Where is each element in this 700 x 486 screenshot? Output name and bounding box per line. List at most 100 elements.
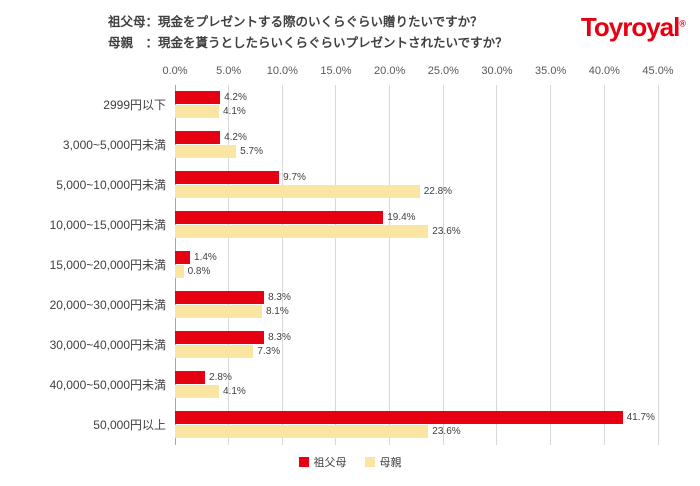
value-label: 1.4% xyxy=(194,252,217,263)
legend: 祖父母 母親 xyxy=(14,454,686,470)
bar-line: 0.8% xyxy=(175,265,658,278)
gridline xyxy=(442,84,444,445)
value-label: 8.3% xyxy=(268,332,291,343)
chart-title: 祖父母：現金をプレゼントする際のいくらぐらい贈りたいですか？ 母親 ：現金を貰う… xyxy=(14,12,508,55)
bar-group: 9.7% 22.8% xyxy=(175,165,658,205)
bar-line: 22.8% xyxy=(175,185,658,198)
gridline xyxy=(228,84,230,445)
bar-series-1 xyxy=(175,105,219,118)
legend-item: 祖父母 xyxy=(298,454,347,470)
value-label: 23.6% xyxy=(432,426,461,437)
value-label: 8.3% xyxy=(268,292,291,303)
category-label: 10,000~15,000円未満 xyxy=(49,218,166,232)
gridline xyxy=(550,84,552,445)
bar-line: 8.3% xyxy=(175,291,658,304)
bar-line: 4.2% xyxy=(175,131,658,144)
category-label: 50,000円以上 xyxy=(93,418,166,432)
gridline xyxy=(496,84,498,445)
bar-series-1 xyxy=(175,265,184,278)
gridline xyxy=(335,84,337,445)
value-label: 23.6% xyxy=(432,226,461,237)
value-label: 5.7% xyxy=(240,146,263,157)
value-label: 41.7% xyxy=(626,412,655,423)
bar-line: 8.1% xyxy=(175,305,658,318)
value-label: 22.8% xyxy=(423,186,453,197)
bar-series-0 xyxy=(175,211,384,224)
registered-trademark-icon: ® xyxy=(679,18,686,29)
bar-line: 23.6% xyxy=(175,225,658,238)
toyroyal-logo: Toyroyal® xyxy=(581,12,686,40)
x-axis-ticks: 0.0% 5.0% 10.0% 15.0% 20.0% 25.0% 30.0% 35.0% 40… xyxy=(162,64,673,81)
bar-series-1 xyxy=(175,225,429,238)
bar-group: 8.3% 7.3% xyxy=(175,325,658,365)
bar-series-0 xyxy=(175,371,206,384)
bar-group: 41.7% 23.6% xyxy=(175,405,658,445)
bar-line: 19.4% xyxy=(175,211,658,224)
bar-group: 19.4% 23.6% xyxy=(175,205,658,245)
plot-area: 4.2% 4.1% 4.2% 5.7% 9.7% 22.8% 19.4% 23.6% 1.4% 0… xyxy=(174,84,659,445)
bar-series-0 xyxy=(175,411,623,424)
bar-series-1 xyxy=(175,345,254,358)
chart-title-line2: 母親 ：現金を貰うとしたらいくらぐらいプレゼントされたいですか？ xyxy=(108,36,508,51)
value-label: 19.4% xyxy=(387,212,416,223)
gridline xyxy=(657,84,659,445)
y-axis-line xyxy=(174,84,176,445)
chart-title-line1: 祖父母：現金をプレゼントする際のいくらぐらい贈りたいですか？ xyxy=(108,15,483,29)
bar-line: 2.8% xyxy=(175,371,658,384)
bar-line: 9.7% xyxy=(175,171,658,184)
category-label: 15,000~20,000円未満 xyxy=(49,258,166,272)
bar-series-0 xyxy=(175,251,191,264)
legend-item: 母親 xyxy=(364,454,402,470)
legend-label: 祖父母 xyxy=(313,456,347,469)
gridlines xyxy=(174,84,659,445)
x-tick-label: 40.0% xyxy=(588,64,620,77)
x-tick-label: 15.0% xyxy=(320,64,352,77)
bar-line: 7.3% xyxy=(175,345,658,358)
category-label: 2999円以下 xyxy=(103,98,166,112)
x-axis-spacer xyxy=(14,65,175,81)
x-tick-label: 30.0% xyxy=(481,64,513,77)
x-tick-label: 0.0% xyxy=(162,64,188,77)
gridline xyxy=(603,84,605,445)
bar-rows: 4.2% 4.1% 4.2% 5.7% 9.7% 22.8% 19.4% 23.6% 1.4% 0… xyxy=(175,85,658,445)
bar-series-0 xyxy=(175,331,265,344)
category-label: 30,000~40,000円未満 xyxy=(49,338,166,352)
value-label: 4.2% xyxy=(224,92,247,103)
bar-series-0 xyxy=(175,171,280,184)
bar-series-1 xyxy=(175,145,237,158)
x-tick-label: 35.0% xyxy=(535,64,567,77)
value-label: 4.1% xyxy=(223,106,246,117)
value-label: 7.3% xyxy=(257,346,281,357)
value-label: 8.1% xyxy=(265,306,289,317)
bar-series-1 xyxy=(175,425,429,438)
value-label: 2.8% xyxy=(209,372,232,383)
value-label: 4.2% xyxy=(224,132,247,143)
value-label: 0.8% xyxy=(187,266,211,277)
bar-group: 2.8% 4.1% xyxy=(175,365,658,405)
bar-series-0 xyxy=(175,91,221,104)
bar-series-0 xyxy=(175,291,265,304)
bar-line: 41.7% xyxy=(175,411,658,424)
x-tick-label: 5.0% xyxy=(216,64,242,77)
category-label: 3,000~5,000円未満 xyxy=(62,138,166,152)
bar-line: 5.7% xyxy=(175,145,658,158)
chart-header: 祖父母：現金をプレゼントする際のいくらぐらい贈りたいですか？ 母親 ：現金を貰う… xyxy=(14,12,686,55)
bar-chart: 2999円以下 3,000~5,000円未満 5,000~10,000円未満 10,0… xyxy=(14,84,659,445)
legend-swatch xyxy=(298,456,309,467)
category-label: 20,000~30,000円未満 xyxy=(49,298,166,312)
bar-line: 4.1% xyxy=(175,385,658,398)
bar-series-1 xyxy=(175,385,219,398)
toyroyal-logo-text: Toyroyal xyxy=(580,12,680,42)
bar-line: 4.2% xyxy=(175,91,658,104)
category-label: 5,000~10,000円未満 xyxy=(56,178,166,192)
bar-group: 4.2% 5.7% xyxy=(175,125,658,165)
category-label: 40,000~50,000円未満 xyxy=(49,378,166,392)
bar-line: 8.3% xyxy=(175,331,658,344)
bar-line: 23.6% xyxy=(175,425,658,438)
x-axis: 0.0% 5.0% 10.0% 15.0% 20.0% 25.0% 30.0% 35.0% 40… xyxy=(14,65,686,81)
x-tick-label: 20.0% xyxy=(374,64,406,77)
gridline xyxy=(281,84,283,445)
bar-series-1 xyxy=(175,305,262,318)
x-tick-label: 10.0% xyxy=(266,64,298,77)
